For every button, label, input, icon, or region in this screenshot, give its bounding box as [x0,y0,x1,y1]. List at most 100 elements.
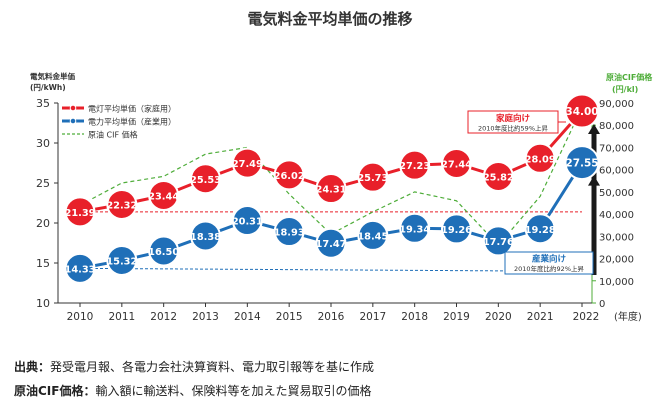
industrial-point [273,216,305,248]
y-tick-label: 15 [36,257,50,270]
industrial-data-label: 19.34 [399,224,430,235]
annotation-industrial-title: 産業向け [532,254,567,265]
household-data-label: 21.39 [65,208,96,219]
chart-title: 電気料金平均単価の推移 [247,10,412,28]
household-point [148,179,180,211]
industrial-point [231,205,263,237]
x-tick-label: 2018 [401,311,428,323]
household-data-label: 25.73 [357,173,388,184]
y-right-tick-label: 70,000 [599,143,634,154]
industrial-data-label: 27.55 [565,158,598,170]
y-tick-label: 30 [36,137,50,150]
household-data-label: 27.49 [232,159,263,170]
household-data-label: 26.02 [274,171,305,182]
industrial-point [148,235,180,267]
industrial-point [399,212,431,244]
household-data-label: 23.44 [148,191,179,202]
household-data-label: 25.53 [190,175,221,186]
legend-household-label: 電灯平均単価（家庭用） [88,104,176,114]
y-right-tick-label: 0 [599,299,605,310]
x-tick-label: 2020 [485,311,512,323]
household-point [524,142,556,174]
x-tick-label: 2016 [318,311,345,323]
y-right-tick-label: 80,000 [599,121,634,132]
x-tick-label: 2014 [234,311,261,323]
x-tick-label: 2013 [192,311,219,323]
household-data-label: 24.31 [316,185,347,196]
household-point [231,147,263,179]
household-point [564,93,600,129]
footnote-source-text: 発受電月報、各電力会社決算資料、電力取引報等を基に作成 [50,360,375,374]
industrial-data-label: 18.45 [357,231,388,242]
x-tick-label: 2017 [359,311,386,323]
industrial-data-label: 19.28 [525,225,556,236]
industrial-data-label: 17.76 [483,237,514,248]
industrial-data-label: 14.33 [65,264,96,275]
y-right-tick-label: 20,000 [599,255,634,266]
x-unit-label: (年度) [614,310,642,323]
industrial-point [190,220,221,252]
household-point [482,160,514,192]
industrial-data-label: 16.50 [148,247,179,258]
industrial-data-label: 20.31 [232,217,263,228]
x-tick-label: 2022 [573,311,600,323]
x-tick-label: 2015 [276,311,303,323]
legend-household-dot [69,104,77,112]
y-tick-label: 10 [36,297,50,310]
household-point [357,161,389,193]
household-data-label: 25.82 [483,172,514,183]
household-point [106,188,138,220]
x-tick-label: 2019 [443,311,470,323]
y-right-tick-label: 30,000 [599,232,634,243]
industrial-arrow-head [588,175,600,186]
x-tick-label: 2011 [108,311,135,323]
industrial-point [441,213,472,245]
legend-industrial-dot [69,117,77,125]
x-tick-label: 2010 [67,311,94,323]
household-data-label: 22.32 [106,200,137,211]
y-right-label-2: (円/kl) [612,85,638,94]
household-point [273,159,305,191]
industrial-point [315,227,347,259]
industrial-point [106,244,138,276]
footnote-source-key: 出典： [14,360,51,374]
footnotes: 出典：発受電月報、各電力会社決算資料、電力取引報等を基に作成 原油CIF価格：輸… [14,355,374,403]
y-left-label-1: 電気料金単価 [30,71,75,81]
household-arrow-head [588,124,600,134]
industrial-data-label: 15.32 [106,256,137,267]
annotation-household-title: 家庭向け [496,113,531,124]
price-series: 14.33 15.32 16.50 18.38 20.31 18.93 17.47 18.45… [64,93,600,284]
y-tick-label: 20 [36,217,50,230]
footnote-source: 出典：発受電月報、各電力会社決算資料、電力取引報等を基に作成 [14,355,374,379]
industrial-point [357,219,389,251]
y-right-tick-label: 50,000 [599,188,634,199]
y-right-tick-label: 10,000 [599,277,634,288]
annotation-household-text: 2010年度比約59%上昇 [478,124,548,133]
industrial-data-label: 18.93 [274,228,305,239]
annotation-industrial-box [504,251,594,275]
household-point [441,147,472,179]
industrial-arrow-shaft [591,184,597,275]
industrial-point [564,145,600,181]
household-data-label: 27.23 [399,161,430,172]
y-right-tick-label: 90,000 [599,99,634,110]
y-right-tick-label: 60,000 [599,166,634,177]
footnote-cif-text: 輸入額に輸送料、保険料等を加えた貿易取引の価格 [95,384,372,398]
annotation-industrial-text: 2010年度比約92%上昇 [514,264,584,273]
baseline-industrial [79,267,583,272]
legend-oil-label: 原油 CIF 価格 [88,130,138,140]
household-point [190,163,221,195]
household-point [399,149,431,181]
industrial-data-label: 17.47 [316,239,347,250]
industrial-point [482,225,514,257]
axes: 10 15 20 25 30 35 0 10,000 20,000 30,000 40,000 50,… [36,97,634,323]
industrial-point [524,213,556,245]
industrial-data-label: 18.38 [190,232,221,243]
y-tick-label: 25 [36,177,50,190]
household-data-label: 27.44 [441,159,472,170]
household-data-label: 34.00 [565,106,598,118]
industrial-data-label: 19.26 [441,225,472,236]
household-point [64,196,96,228]
